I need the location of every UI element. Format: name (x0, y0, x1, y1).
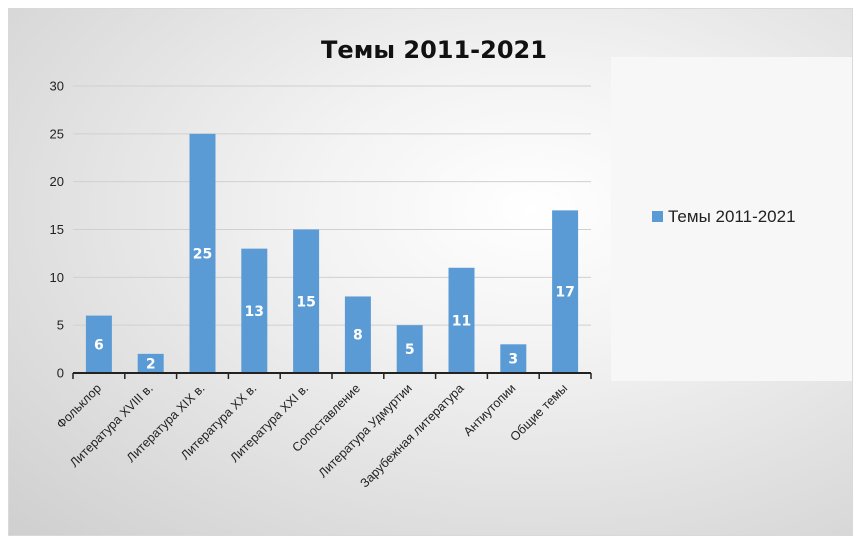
data-label: 6 (94, 337, 104, 353)
data-label: 3 (508, 352, 518, 368)
data-label: 25 (193, 246, 212, 262)
bar (241, 248, 268, 373)
legend: Темы 2011-2021 (652, 207, 796, 226)
y-tick-label: 30 (50, 79, 64, 94)
bar (293, 229, 320, 373)
x-category-label: Фольклор (54, 381, 104, 431)
legend-label: Темы 2011-2021 (668, 207, 796, 226)
y-tick-label: 20 (50, 174, 64, 189)
bar (344, 296, 371, 373)
data-label: 2 (146, 356, 156, 372)
y-tick-label: 0 (57, 366, 64, 381)
y-tick-label: 15 (50, 222, 64, 237)
legend-swatch (652, 211, 663, 222)
chart-area: Темы 2011-2021 6 2 25 13 15 8 5 11 3 17 0 5 10 15 20 2… (8, 8, 853, 536)
gridlines (73, 85, 591, 326)
bar (189, 133, 216, 373)
bar (448, 267, 475, 373)
legend-panel (611, 57, 852, 381)
data-label: 17 (555, 285, 574, 301)
bar (500, 344, 527, 373)
y-tick-label: 25 (50, 126, 64, 141)
bar-chart: Темы 2011-2021 6 2 25 13 15 8 5 11 3 17 0 5 10 15 20 2… (50, 36, 796, 490)
y-tick-label: 5 (57, 318, 64, 333)
bar (85, 315, 112, 373)
x-category-label: Литература Удмуртии (316, 381, 415, 480)
chart-title: Темы 2011-2021 (321, 36, 547, 64)
data-label: 15 (296, 294, 315, 310)
data-label: 8 (353, 328, 363, 344)
data-label: 11 (452, 313, 471, 329)
bar (396, 325, 423, 373)
x-category-label: Антиутопии (461, 381, 519, 439)
bar (137, 353, 164, 373)
bar (552, 210, 579, 373)
y-tick-label: 10 (50, 270, 64, 285)
data-label: 13 (245, 304, 264, 320)
bars: 6 2 25 13 15 8 5 11 3 17 (85, 133, 579, 373)
data-label: 5 (405, 342, 415, 358)
x-category-label: Зарубежная литература (357, 381, 466, 490)
